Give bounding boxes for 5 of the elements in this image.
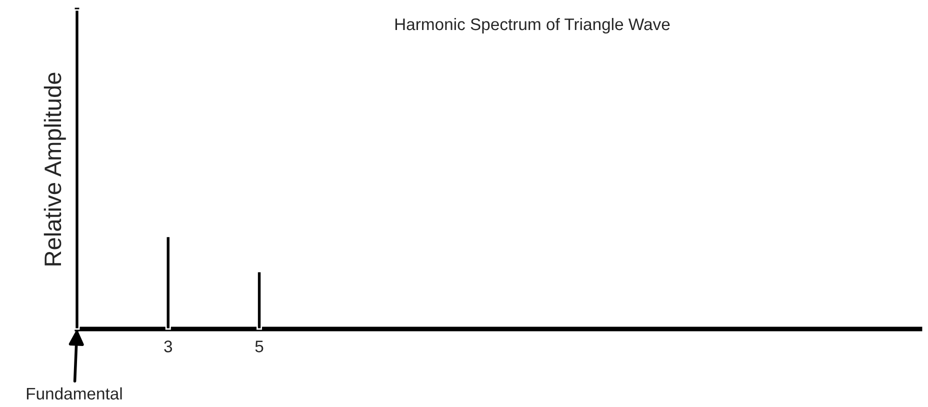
x-tick-label: 3 xyxy=(164,340,172,352)
x-tick-label: 5 xyxy=(255,340,264,352)
annotation: Fundamental xyxy=(26,387,122,400)
y-axis-title: Relative Amplitude xyxy=(44,72,66,266)
chart-title: Harmonic Spectrum of Triangle Wave xyxy=(395,18,670,34)
